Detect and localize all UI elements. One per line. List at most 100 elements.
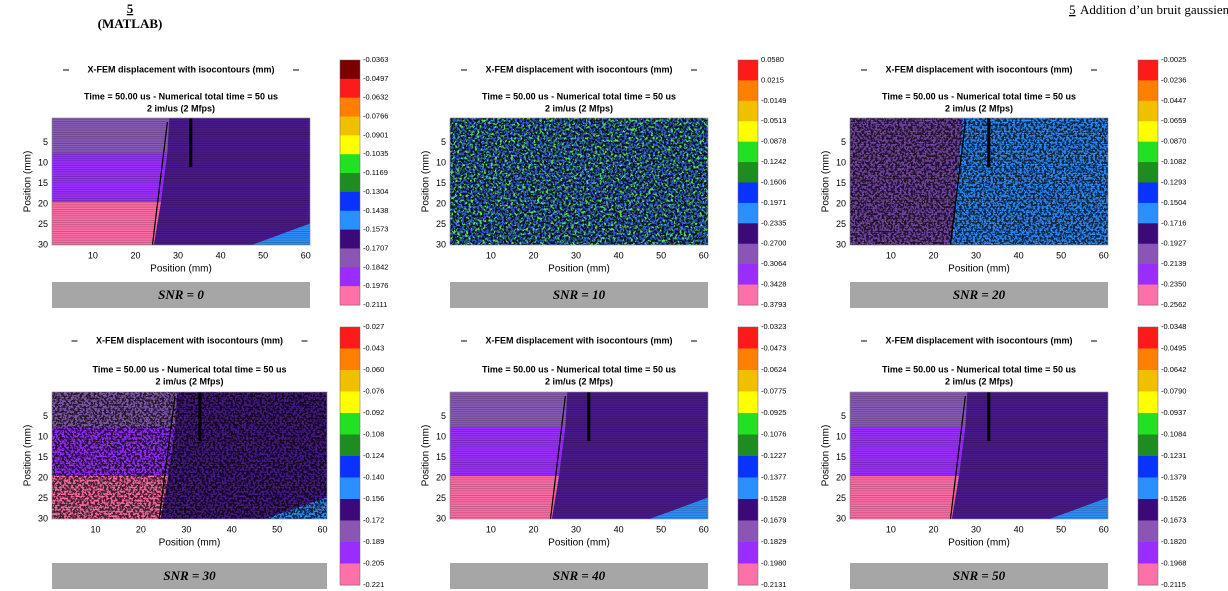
colorbar-segment xyxy=(738,121,758,143)
colorbar-segment xyxy=(1138,520,1158,543)
colorbar-segment xyxy=(738,284,758,306)
contour-lines xyxy=(850,392,1108,519)
panel: X-FEM displacement with isocontours (mm)… xyxy=(821,55,1187,309)
plot-rate: 2 im/us (2 Mfps) xyxy=(545,103,613,113)
colorbar-segment xyxy=(1138,243,1158,265)
colorbar-segment xyxy=(340,391,360,414)
panel: X-FEM displacement with isocontours (mm)… xyxy=(821,322,1186,589)
x-tick-label: 50 xyxy=(1056,524,1066,534)
colorbar-segment xyxy=(340,116,360,136)
colorbar-label: -0.1526 xyxy=(1161,494,1186,503)
colorbar-segment xyxy=(1138,100,1158,122)
colorbar-label: -0.1035 xyxy=(363,149,388,158)
interface xyxy=(949,396,966,519)
plot-time: Time = 50.00 us - Numerical total time =… xyxy=(93,364,287,374)
colorbar-label: -0.1573 xyxy=(363,225,388,234)
colorbar-label: -0.1504 xyxy=(1161,198,1186,207)
colorbar-label: -0.1169 xyxy=(363,168,388,177)
colorbar-label: -0.1231 xyxy=(1161,451,1186,460)
interface xyxy=(151,122,168,245)
plot-rate: 2 im/us (2 Mfps) xyxy=(147,103,215,113)
colorbar-label: -0.1976 xyxy=(363,281,388,290)
y-axis-label: Position (mm) xyxy=(821,425,832,487)
y-tick-label: 5 xyxy=(43,411,48,421)
y-axis-label: Position (mm) xyxy=(821,151,832,213)
colorbar-segment xyxy=(340,520,360,543)
y-tick-label: 30 xyxy=(436,239,446,249)
colorbar-label: -0.1968 xyxy=(1161,558,1186,567)
y-tick-label: 10 xyxy=(38,431,48,441)
colorbar-segment xyxy=(340,348,360,371)
colorbar-segment xyxy=(1138,477,1158,500)
colorbar-segment xyxy=(340,477,360,500)
y-tick-label: 20 xyxy=(38,198,48,208)
colorbar-label: -0.0149 xyxy=(761,96,786,105)
colorbar-segment xyxy=(340,191,360,212)
plot-time: Time = 50.00 us - Numerical total time =… xyxy=(882,91,1076,101)
colorbar-segment xyxy=(738,370,758,392)
panel: X-FEM displacement with isocontours (mm)… xyxy=(421,322,786,589)
x-tick-label: 10 xyxy=(486,250,496,260)
colorbar-segment xyxy=(1138,162,1158,183)
colorbar-segment xyxy=(738,141,758,163)
colorbar-segment xyxy=(340,173,360,193)
colorbar-frame xyxy=(1137,59,1159,306)
colorbar-frame xyxy=(339,326,361,586)
colorbar-segment xyxy=(340,499,360,521)
x-axis-label: Position (mm) xyxy=(159,538,221,549)
colorbar-label: -0.1084 xyxy=(1161,429,1186,438)
x-tick-label: 60 xyxy=(1099,250,1109,260)
colorbar-frame xyxy=(737,59,759,306)
x-tick-label: 10 xyxy=(886,524,896,534)
colorbar-label: -0.076 xyxy=(363,386,384,395)
colorbar-segment xyxy=(340,413,360,435)
colorbar-label: -0.1980 xyxy=(761,558,786,567)
colorbar-label: -0.2111 xyxy=(363,300,387,309)
colorbar-label: -0.0901 xyxy=(363,130,388,139)
colorbar-label: -0.1438 xyxy=(363,206,388,215)
colorbar-segment xyxy=(738,563,758,586)
x-tick-label: 50 xyxy=(258,250,268,260)
y-tick-label: 25 xyxy=(436,493,446,503)
x-tick-label: 30 xyxy=(571,524,581,534)
colorbar-frame xyxy=(1137,326,1159,586)
colorbar-segment xyxy=(738,499,758,521)
x-tick-label: 60 xyxy=(699,250,709,260)
colorbar-segment xyxy=(340,563,360,586)
y-tick-label: 5 xyxy=(841,411,846,421)
colorbar-label: -0.0495 xyxy=(1161,343,1186,352)
plot-rate: 2 im/us (2 Mfps) xyxy=(945,103,1013,113)
x-tick-label: 40 xyxy=(227,524,237,534)
plot-frame xyxy=(849,117,1109,246)
colorbar-label: -0.0447 xyxy=(1161,96,1186,105)
colorbar-segment xyxy=(1138,264,1158,286)
colorbar-label: -0.1842 xyxy=(363,262,388,271)
colorbar-label: -0.060 xyxy=(363,365,384,374)
x-tick-label: 50 xyxy=(656,524,666,534)
colorbar-segment xyxy=(738,100,758,122)
x-tick-label: 60 xyxy=(699,524,709,534)
y-tick-label: 30 xyxy=(38,239,48,249)
plot-time: Time = 50.00 us - Numerical total time =… xyxy=(84,91,278,101)
colorbar-segment xyxy=(738,182,758,204)
x-tick-label: 10 xyxy=(886,250,896,260)
colorbar-label: -0.0025 xyxy=(1161,55,1186,64)
contour-lines xyxy=(52,118,310,245)
y-tick-label: 15 xyxy=(836,178,846,188)
caption: SNR = 0 xyxy=(158,287,204,302)
colorbar-label: -0.0775 xyxy=(761,386,786,395)
colorbar-label: -0.0236 xyxy=(1161,75,1186,84)
colorbar-label: -0.2700 xyxy=(761,239,786,248)
colorbar-label: -0.1707 xyxy=(363,243,388,252)
y-tick-label: 15 xyxy=(436,452,446,462)
x-axis-label: Position (mm) xyxy=(948,264,1010,275)
plot-frame xyxy=(51,391,328,520)
colorbar-label: -0.0323 xyxy=(761,322,786,331)
colorbar-label: -0.2350 xyxy=(1161,280,1186,289)
panel: X-FEM displacement with isocontours (mm)… xyxy=(23,55,389,309)
y-tick-label: 20 xyxy=(836,472,846,482)
plot-rate: 2 im/us (2 Mfps) xyxy=(545,376,613,386)
colorbar-segment xyxy=(1138,141,1158,163)
colorbar-segment xyxy=(340,154,360,174)
